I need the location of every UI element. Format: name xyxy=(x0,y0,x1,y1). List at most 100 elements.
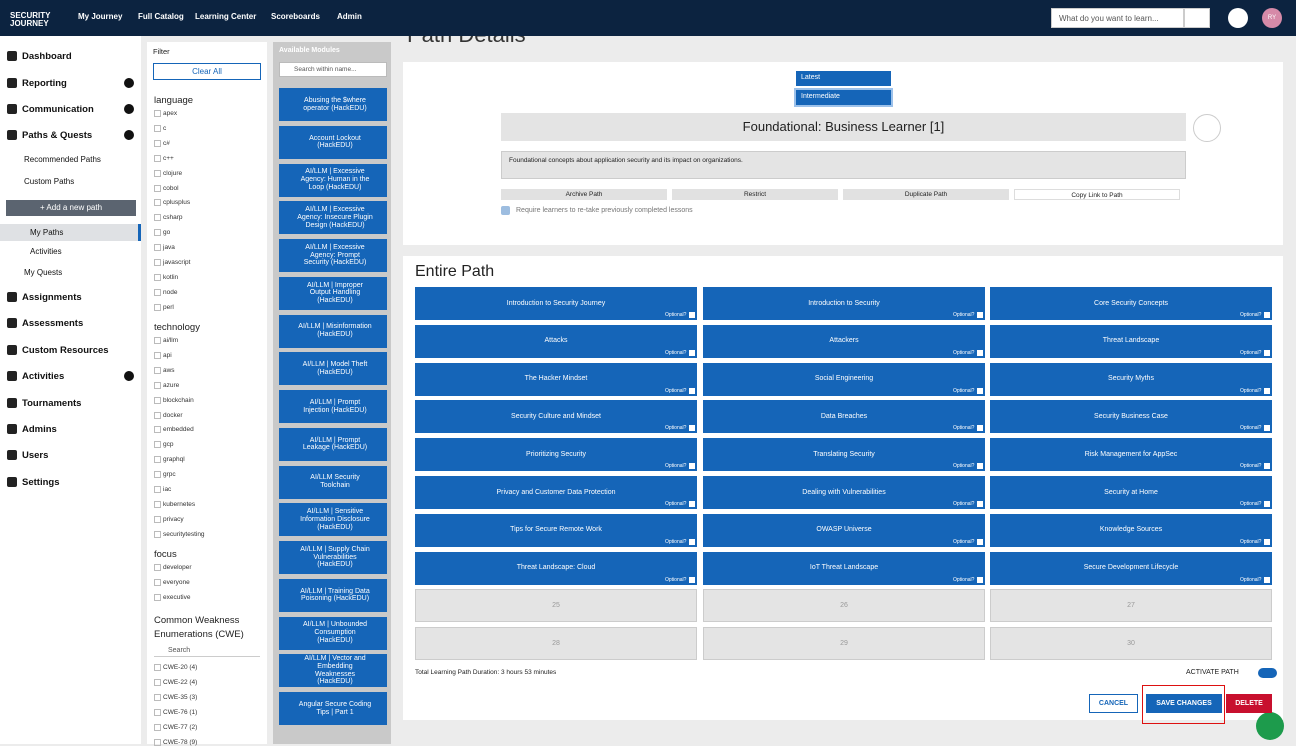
path-module[interactable]: Risk Management for AppSec xyxy=(990,438,1272,472)
checkbox[interactable] xyxy=(154,214,161,222)
path-module[interactable]: Attackers xyxy=(703,324,985,358)
nav-link[interactable]: Admin xyxy=(337,12,362,21)
checkbox[interactable] xyxy=(154,184,161,192)
optional-checkbox[interactable] xyxy=(1264,463,1270,470)
level-select[interactable]: Intermediate xyxy=(794,88,893,107)
checkbox[interactable] xyxy=(154,515,161,523)
nav-item[interactable]: Recommended Paths xyxy=(24,155,101,164)
avatar[interactable]: RY xyxy=(1262,8,1282,28)
optional-checkbox[interactable] xyxy=(689,576,695,583)
nav-item[interactable]: Custom Paths xyxy=(24,177,75,186)
action-button[interactable]: Restrict xyxy=(672,189,838,200)
empty-slot[interactable]: 29 xyxy=(703,626,985,660)
checkbox[interactable] xyxy=(154,578,161,586)
checkbox[interactable] xyxy=(154,244,161,252)
path-description[interactable]: Foundational concepts about application … xyxy=(501,151,1186,179)
cwe-search[interactable]: Search xyxy=(154,644,260,657)
checkbox[interactable] xyxy=(154,411,161,419)
path-title[interactable]: Foundational: Business Learner [1] xyxy=(501,113,1186,141)
clear-button[interactable]: Clear All xyxy=(153,63,261,80)
optional-checkbox[interactable] xyxy=(1264,387,1270,394)
nav-item[interactable]: Custom Resources xyxy=(22,345,109,356)
module-card[interactable]: AI/LLM | Sensitive Information Disclosur… xyxy=(279,503,387,537)
optional-checkbox[interactable] xyxy=(689,425,695,432)
nav-item[interactable]: Paths & Quests xyxy=(22,130,93,141)
checkbox[interactable] xyxy=(154,456,161,464)
optional-checkbox[interactable] xyxy=(977,387,983,394)
checkbox[interactable] xyxy=(154,738,161,746)
checkbox[interactable] xyxy=(154,678,161,686)
version-select[interactable]: Latest xyxy=(796,71,891,86)
module-card[interactable]: AI/LLM | Improper Output Handling (HackE… xyxy=(279,276,387,310)
path-module[interactable]: Security at Home xyxy=(990,476,1272,509)
checkbox[interactable] xyxy=(154,564,161,571)
path-module[interactable]: Data Breaches xyxy=(703,400,985,434)
path-module[interactable]: Social Engineering xyxy=(703,362,985,396)
nav-link[interactable]: Full Catalog xyxy=(138,12,184,21)
path-image[interactable] xyxy=(1193,114,1221,142)
cancel-button[interactable]: CANCEL xyxy=(1089,694,1138,713)
activate-toggle[interactable] xyxy=(1258,668,1277,678)
module-card[interactable]: AI/LLM | Model Theft (HackEDU) xyxy=(279,352,387,386)
optional-checkbox[interactable] xyxy=(689,349,695,356)
optional-checkbox[interactable] xyxy=(1264,576,1270,583)
checkbox[interactable] xyxy=(154,139,161,147)
nav-link[interactable]: Scoreboards xyxy=(271,12,320,21)
nav-item[interactable]: Tournaments xyxy=(22,398,82,409)
path-module[interactable]: Tips for Secure Remote Work xyxy=(415,513,697,547)
checkbox[interactable] xyxy=(154,288,161,296)
nav-item[interactable]: Users xyxy=(22,450,49,461)
nav-item[interactable]: Settings xyxy=(22,477,60,488)
empty-slot[interactable]: 30 xyxy=(990,626,1272,660)
optional-checkbox[interactable] xyxy=(977,463,983,470)
checkbox[interactable] xyxy=(154,110,161,117)
module-card[interactable]: AI/LLM | Prompt Leakage (HackEDU) xyxy=(279,427,387,461)
nav-item[interactable]: My Paths xyxy=(30,228,64,237)
empty-slot[interactable]: 27 xyxy=(990,589,1272,622)
retake-checkbox[interactable] xyxy=(501,206,510,215)
nav-link[interactable]: Learning Center xyxy=(195,12,257,21)
optional-checkbox[interactable] xyxy=(977,425,983,432)
checkbox[interactable] xyxy=(154,500,161,508)
module-card[interactable]: Angular Secure Coding Tips | Part 1 xyxy=(279,692,387,725)
path-module[interactable]: The Hacker Mindset xyxy=(415,362,697,396)
nav-item[interactable]: Activities xyxy=(30,247,62,256)
search-box[interactable]: What do you want to learn... xyxy=(1051,8,1184,28)
module-card[interactable]: AI/LLM | Excessive Agency: Prompt Securi… xyxy=(279,239,387,272)
checkbox[interactable] xyxy=(154,337,161,344)
module-card[interactable]: AI/LLM | Prompt Injection (HackEDU) xyxy=(279,390,387,423)
nav-item[interactable]: Dashboard xyxy=(22,51,72,62)
path-module[interactable]: Privacy and Customer Data Protection xyxy=(415,476,697,509)
checkbox[interactable] xyxy=(154,530,161,538)
action-button[interactable]: Archive Path xyxy=(501,189,667,200)
checkbox[interactable] xyxy=(154,486,161,493)
path-module[interactable]: Knowledge Sources xyxy=(990,513,1272,547)
path-module[interactable]: Security Myths xyxy=(990,362,1272,396)
path-module[interactable]: IoT Threat Landscape xyxy=(703,551,985,585)
save-button[interactable]: SAVE CHANGES xyxy=(1146,694,1222,713)
module-card[interactable]: Abusing the $where operator (HackEDU) xyxy=(279,88,387,121)
optional-checkbox[interactable] xyxy=(1264,501,1270,507)
action-button[interactable]: Duplicate Path xyxy=(843,189,1009,200)
nav-item[interactable]: Reporting xyxy=(22,78,67,89)
path-module[interactable]: Security Business Case xyxy=(990,400,1272,434)
checkbox[interactable] xyxy=(154,593,161,601)
module-card[interactable]: AI/LLM | Supply Chain Vulnerabilities (H… xyxy=(279,541,387,574)
checkbox[interactable] xyxy=(154,381,161,389)
module-card[interactable]: Account Lockout (HackEDU) xyxy=(279,125,387,159)
checkbox[interactable] xyxy=(154,124,161,132)
path-module[interactable]: Introduction to Security Journey xyxy=(415,287,697,320)
optional-checkbox[interactable] xyxy=(689,501,695,507)
module-card[interactable]: AI/LLM Security Toolchain xyxy=(279,465,387,499)
checkbox[interactable] xyxy=(154,303,161,311)
module-card[interactable]: AI/LLM | Vector and Embedding Weaknesses… xyxy=(279,654,387,688)
nav-item[interactable]: Assessments xyxy=(22,318,84,329)
checkbox[interactable] xyxy=(154,169,161,177)
checkbox[interactable] xyxy=(154,273,161,281)
path-module[interactable]: Security Culture and Mindset xyxy=(415,400,697,434)
path-module[interactable]: Threat Landscape xyxy=(990,324,1272,358)
optional-checkbox[interactable] xyxy=(1264,538,1270,545)
module-card[interactable]: AI/LLM | Training Data Poisoning (HackED… xyxy=(279,578,387,612)
checkbox[interactable] xyxy=(154,199,161,207)
optional-checkbox[interactable] xyxy=(689,538,695,545)
